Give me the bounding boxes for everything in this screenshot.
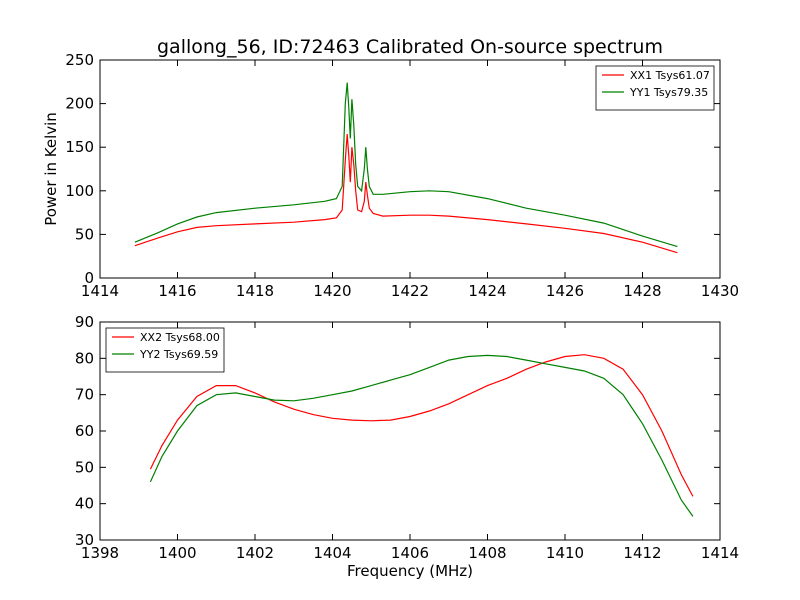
y-tick-label: 50 xyxy=(75,225,94,243)
x-tick-label: 1404 xyxy=(313,544,351,562)
x-tick-label: 1420 xyxy=(313,282,351,300)
x-tick-label: 1400 xyxy=(158,544,196,562)
y-tick-label: 80 xyxy=(75,349,94,367)
y-tick-label: 90 xyxy=(75,313,94,331)
x-tick-label: 1428 xyxy=(623,282,661,300)
y-tick-label: 30 xyxy=(75,531,94,549)
y-tick-label: 200 xyxy=(65,95,94,113)
y-tick-label: 60 xyxy=(75,422,94,440)
y-tick-label: 150 xyxy=(65,138,94,156)
legend-box xyxy=(595,65,715,111)
x-tick-label: 1414 xyxy=(81,282,119,300)
x-tick-label: 1398 xyxy=(81,544,119,562)
legend-entry-label: XX2 Tsys68.00 xyxy=(140,331,220,344)
x-tick-label: 1412 xyxy=(623,544,661,562)
series-line-1-2 xyxy=(134,82,678,248)
x-tick-label: 1402 xyxy=(236,544,274,562)
legend-entry-label: YY2 Tsys69.59 xyxy=(139,348,218,361)
legend-2: XX2 Tsys68.00 YY2 Tsys69.59 xyxy=(105,327,225,373)
x-tick-label: 1430 xyxy=(701,282,739,300)
bottom-plot: Frequency (MHz) 1398 1400 1402 1404 1406 1408… xyxy=(75,313,739,580)
y-tick-label: 70 xyxy=(75,386,94,404)
legend-entry-label: YY1 Tsys79.35 xyxy=(629,86,708,99)
x-tick-label: 1408 xyxy=(468,544,506,562)
x-tick-label: 1426 xyxy=(546,282,584,300)
series-line-2-2 xyxy=(149,354,694,517)
top-y-axis-label: Power in Kelvin xyxy=(42,112,60,226)
x-tick-label: 1406 xyxy=(391,544,429,562)
series-line-2-1 xyxy=(149,354,694,497)
series-line-1-1 xyxy=(134,134,678,254)
x-tick-label: 1414 xyxy=(701,544,739,562)
y-tick-label: 100 xyxy=(65,182,94,200)
legend-1: XX1 Tsys61.07 YY1 Tsys79.35 xyxy=(595,65,715,111)
bottom-x-axis-label: Frequency (MHz) xyxy=(347,562,473,580)
x-tick-label: 1424 xyxy=(468,282,506,300)
y-tick-label: 50 xyxy=(75,458,94,476)
legend-box xyxy=(105,327,225,373)
x-tick-label: 1422 xyxy=(391,282,429,300)
y-tick-label: 0 xyxy=(84,269,94,287)
y-tick-label: 40 xyxy=(75,495,94,513)
y-tick-label: 250 xyxy=(65,51,94,69)
legend-entry-label: XX1 Tsys61.07 xyxy=(630,69,710,82)
x-tick-label: 1410 xyxy=(546,544,584,562)
x-tick-label: 1416 xyxy=(158,282,196,300)
x-tick-label: 1418 xyxy=(236,282,274,300)
top-plot: gallong_56, ID:72463 Calibrated On-sourc… xyxy=(42,36,739,300)
top-chart-title: gallong_56, ID:72463 Calibrated On-sourc… xyxy=(157,36,663,58)
